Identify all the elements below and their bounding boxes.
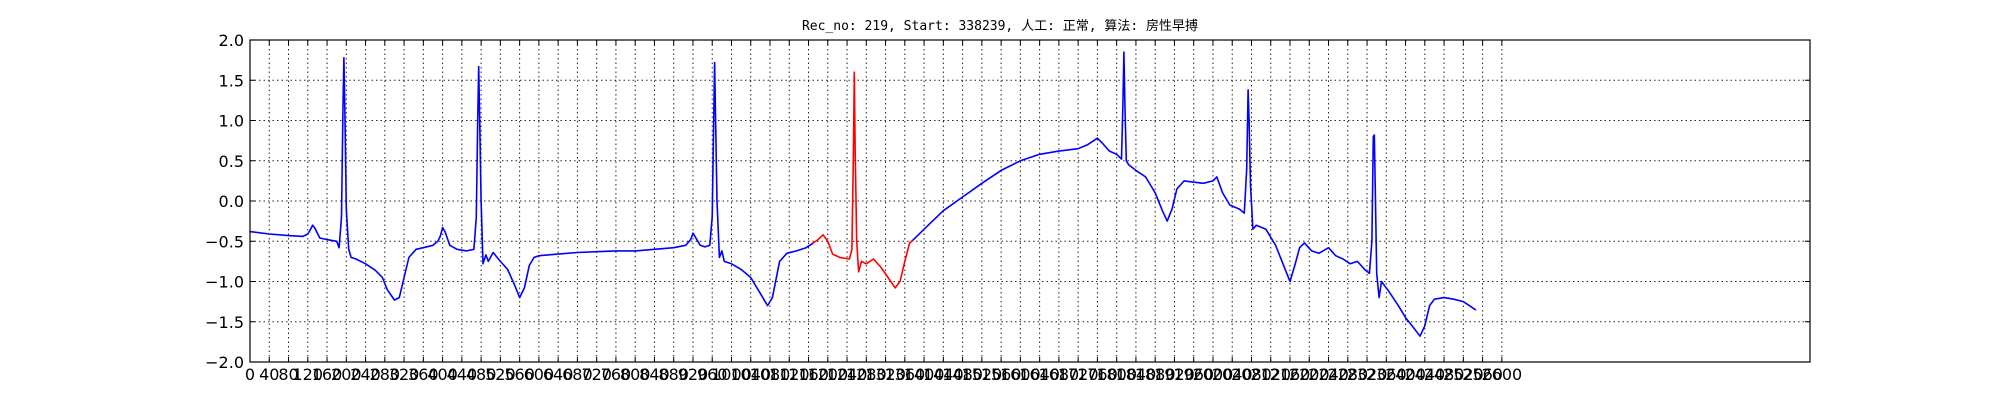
x-tick-label: 560 xyxy=(504,365,535,384)
x-tick-label: 600 xyxy=(524,365,555,384)
x-tick-label: 2440 xyxy=(1404,365,1445,384)
y-tick-label: 2.0 xyxy=(219,31,244,50)
x-tick-label: 1000 xyxy=(711,365,752,384)
x-tick-label: 2280 xyxy=(1327,365,1368,384)
x-tick-label: 1280 xyxy=(846,365,887,384)
x-tick-label: 1560 xyxy=(981,365,1022,384)
x-tick-label: 2480 xyxy=(1424,365,1465,384)
x-tick-label: 2080 xyxy=(1231,365,1272,384)
x-tick-label: 200 xyxy=(331,365,362,384)
x-tick-label: 2240 xyxy=(1308,365,1349,384)
x-tick-label: 1160 xyxy=(788,365,829,384)
x-tick-label: 760 xyxy=(601,365,632,384)
x-tick-label: 2400 xyxy=(1385,365,1426,384)
x-tick-label: 680 xyxy=(562,365,593,384)
x-tick-label: 1480 xyxy=(942,365,983,384)
x-tick-label: 360 xyxy=(408,365,439,384)
series-group xyxy=(249,51,1477,337)
x-tick-label: 1760 xyxy=(1077,365,1118,384)
x-tick-label: 1840 xyxy=(1116,365,1157,384)
x-tick-label: 1080 xyxy=(750,365,791,384)
x-tick-label: 2360 xyxy=(1366,365,1407,384)
x-tick-label: 2560 xyxy=(1462,365,1503,384)
y-tick-label: −0.5 xyxy=(205,232,244,251)
y-tick-label: −1.5 xyxy=(205,313,244,332)
x-tick-label: 1720 xyxy=(1058,365,1099,384)
y-tick-label: 0.5 xyxy=(219,152,244,171)
x-tick-label: 2160 xyxy=(1270,365,1311,384)
x-tick-label: 320 xyxy=(389,365,420,384)
x-tick-label: 440 xyxy=(447,365,478,384)
x-tick-label: 1880 xyxy=(1135,365,1176,384)
x-tick-label: 2200 xyxy=(1289,365,1330,384)
x-tick-label: 1800 xyxy=(1096,365,1137,384)
x-tick-label: 1360 xyxy=(884,365,925,384)
y-tick-label: −1.0 xyxy=(205,273,244,292)
x-tick-label: 1120 xyxy=(769,365,810,384)
x-tick-label: 2040 xyxy=(1212,365,1253,384)
x-tick-label: 0 xyxy=(245,365,255,384)
y-tick-label: 1.0 xyxy=(219,112,244,131)
x-tick-label: 800 xyxy=(620,365,651,384)
x-tick-label: 1960 xyxy=(1173,365,1214,384)
x-tick-label: 920 xyxy=(678,365,709,384)
y-tick-label: 0.0 xyxy=(219,192,244,211)
x-tick-label: 640 xyxy=(543,365,574,384)
x-tick-label: 2120 xyxy=(1250,365,1291,384)
x-tick-label: 1520 xyxy=(961,365,1002,384)
y-tick-label: −2.0 xyxy=(205,353,244,372)
x-tick-label: 2000 xyxy=(1193,365,1234,384)
x-tick-label: 400 xyxy=(427,365,458,384)
ecg-series-line-3 xyxy=(912,51,1477,337)
x-tick-label: 1240 xyxy=(827,365,868,384)
x-axis: 0 408012016020024028032036040044048052056… xyxy=(245,40,1522,384)
x-tick-label: 160 xyxy=(312,365,343,384)
x-tick-label: 880 xyxy=(658,365,689,384)
x-tick-label: 1680 xyxy=(1039,365,1080,384)
ecg-series-line-2 xyxy=(812,71,915,289)
x-tick-label: 720 xyxy=(581,365,612,384)
x-tick-label: 960 xyxy=(697,365,728,384)
x-tick-label: 1600 xyxy=(1000,365,1041,384)
y-axis: −2.0 −1.5 −1.0 −0.5 0.0 0.5 1.0 1.5 2.0 xyxy=(205,31,1810,372)
x-tick-label: 480 xyxy=(466,365,497,384)
x-tick-label: 2600 xyxy=(1481,365,1522,384)
x-tick-label: 1200 xyxy=(807,365,848,384)
x-tick-label: 40 xyxy=(259,365,279,384)
x-tick-label: 240 xyxy=(350,365,381,384)
grid-lines xyxy=(250,40,1810,362)
x-tick-label: 520 xyxy=(485,365,516,384)
y-tick-label: 1.5 xyxy=(219,71,244,90)
x-tick-label: 80 xyxy=(278,365,298,384)
x-tick-label: 1400 xyxy=(904,365,945,384)
x-tick-label: 1320 xyxy=(865,365,906,384)
x-tick-label: 2520 xyxy=(1443,365,1484,384)
ecg-series-line-1 xyxy=(249,56,815,307)
chart-title: Rec_no: 219, Start: 338239, 人工: 正常, 算法: … xyxy=(802,18,1198,34)
x-tick-label: 1440 xyxy=(923,365,964,384)
x-tick-label: 840 xyxy=(639,365,670,384)
x-tick-label: 2320 xyxy=(1347,365,1388,384)
x-tick-label: 1640 xyxy=(1019,365,1060,384)
x-tick-label: 1040 xyxy=(730,365,771,384)
x-tick-label: 1920 xyxy=(1154,365,1195,384)
x-tick-label: 280 xyxy=(370,365,401,384)
x-tick-label: 120 xyxy=(293,365,324,384)
